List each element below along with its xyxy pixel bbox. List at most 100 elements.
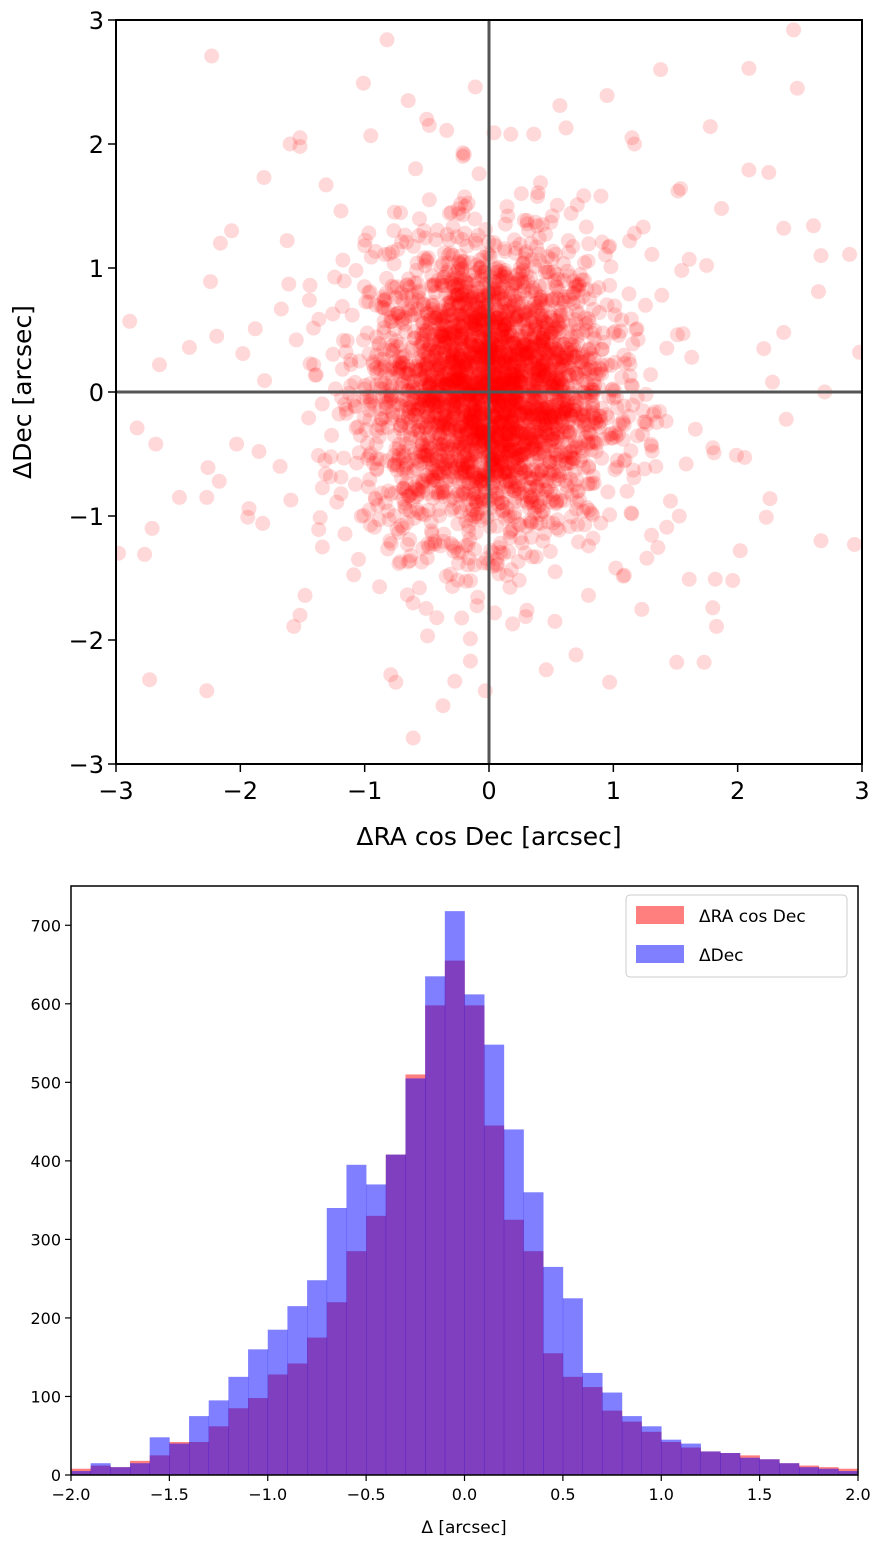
- scatter-point: [495, 272, 511, 288]
- scatter-point: [461, 492, 476, 508]
- scatter-point: [438, 327, 454, 343]
- scatter-point: [465, 357, 481, 373]
- scatter-point: [462, 416, 478, 432]
- scatter-point: [614, 312, 630, 328]
- scatter-point: [428, 344, 444, 360]
- scatter-point: [542, 409, 558, 425]
- scatter-point: [421, 394, 437, 409]
- scatter-point: [474, 293, 490, 309]
- scatter-point: [560, 359, 576, 375]
- scatter-point: [417, 364, 432, 380]
- scatter-point: [415, 336, 431, 352]
- scatter-point: [533, 175, 548, 191]
- scatter-point: [385, 338, 401, 354]
- scatter-point: [599, 88, 615, 104]
- scatter-point: [468, 386, 483, 402]
- scatter-point: [433, 538, 448, 554]
- scatter-point: [430, 222, 445, 238]
- scatter-point: [436, 309, 452, 325]
- scatter-point: [527, 302, 543, 318]
- scatter-point: [536, 367, 552, 383]
- scatter-point: [553, 350, 569, 366]
- scatter-point: [549, 266, 565, 282]
- scatter-point: [459, 456, 475, 472]
- scatter-point: [524, 396, 540, 412]
- scatter-point: [392, 367, 408, 383]
- scatter-point: [495, 484, 511, 500]
- scatter-point: [436, 526, 452, 542]
- scatter-point: [522, 345, 537, 361]
- scatter-point: [504, 390, 520, 406]
- scatter-point: [496, 405, 512, 421]
- scatter-point: [494, 334, 510, 350]
- scatter-point: [511, 424, 527, 440]
- scatter-point: [434, 340, 450, 355]
- scatter-point: [443, 295, 459, 311]
- scatter-point: [454, 460, 470, 476]
- scatter-point: [565, 273, 581, 289]
- scatter-point: [531, 253, 547, 268]
- scatter-point: [391, 357, 407, 373]
- scatter-point: [468, 350, 484, 365]
- scatter-point: [452, 488, 468, 504]
- scatter-point: [622, 368, 638, 384]
- scatter-point: [813, 248, 829, 264]
- scatter-point: [466, 421, 482, 436]
- scatter-point: [467, 454, 482, 470]
- scatter-point: [581, 460, 597, 476]
- scatter-point: [441, 333, 457, 349]
- scatter-point: [529, 478, 545, 494]
- scatter-point: [351, 445, 367, 461]
- scatter-point: [575, 325, 591, 341]
- scatter-point: [456, 449, 472, 465]
- scatter-point: [786, 22, 802, 38]
- scatter-point: [625, 462, 641, 478]
- scatter-point: [466, 464, 482, 480]
- scatter-point: [544, 463, 560, 479]
- scatter-point: [357, 232, 373, 248]
- scatter-point: [578, 429, 594, 445]
- scatter-point: [470, 427, 486, 442]
- scatter-point: [452, 248, 468, 264]
- scatter-point: [555, 314, 571, 330]
- scatter-point: [461, 368, 476, 384]
- scatter-point: [532, 295, 548, 311]
- scatter-point: [462, 391, 477, 407]
- scatter-point: [426, 278, 442, 293]
- scatter-point: [402, 532, 418, 548]
- scatter-point: [543, 407, 559, 423]
- scatter-point: [518, 244, 534, 260]
- scatter-point: [473, 491, 489, 507]
- scatter-point: [335, 361, 350, 377]
- scatter-point: [475, 358, 490, 374]
- scatter-point: [394, 355, 410, 371]
- scatter-point: [569, 484, 585, 499]
- scatter-point: [502, 427, 518, 443]
- scatter-point: [446, 347, 461, 363]
- scatter-point: [374, 410, 390, 426]
- scatter-point: [199, 489, 215, 505]
- scatter-point: [468, 444, 484, 460]
- scatter-point: [445, 333, 461, 349]
- y-tick-label: 400: [30, 1152, 61, 1171]
- scatter-point: [468, 235, 484, 251]
- scatter-point: [416, 343, 432, 359]
- scatter-point: [527, 365, 543, 381]
- scatter-point: [450, 276, 465, 292]
- scatter-point: [399, 288, 415, 303]
- scatter-point: [451, 360, 467, 376]
- scatter-point: [566, 440, 582, 456]
- scatter-point: [474, 333, 490, 349]
- scatter-point: [400, 301, 416, 317]
- scatter-point: [209, 328, 225, 344]
- scatter-point: [451, 394, 467, 410]
- scatter-point: [365, 354, 381, 370]
- scatter-point: [312, 510, 328, 526]
- scatter-point: [557, 448, 573, 464]
- scatter-point: [528, 319, 544, 335]
- scatter-point: [431, 465, 446, 481]
- scatter-point: [423, 415, 439, 431]
- scatter-point: [583, 505, 599, 521]
- scatter-point: [502, 436, 518, 451]
- scatter-point: [591, 366, 607, 382]
